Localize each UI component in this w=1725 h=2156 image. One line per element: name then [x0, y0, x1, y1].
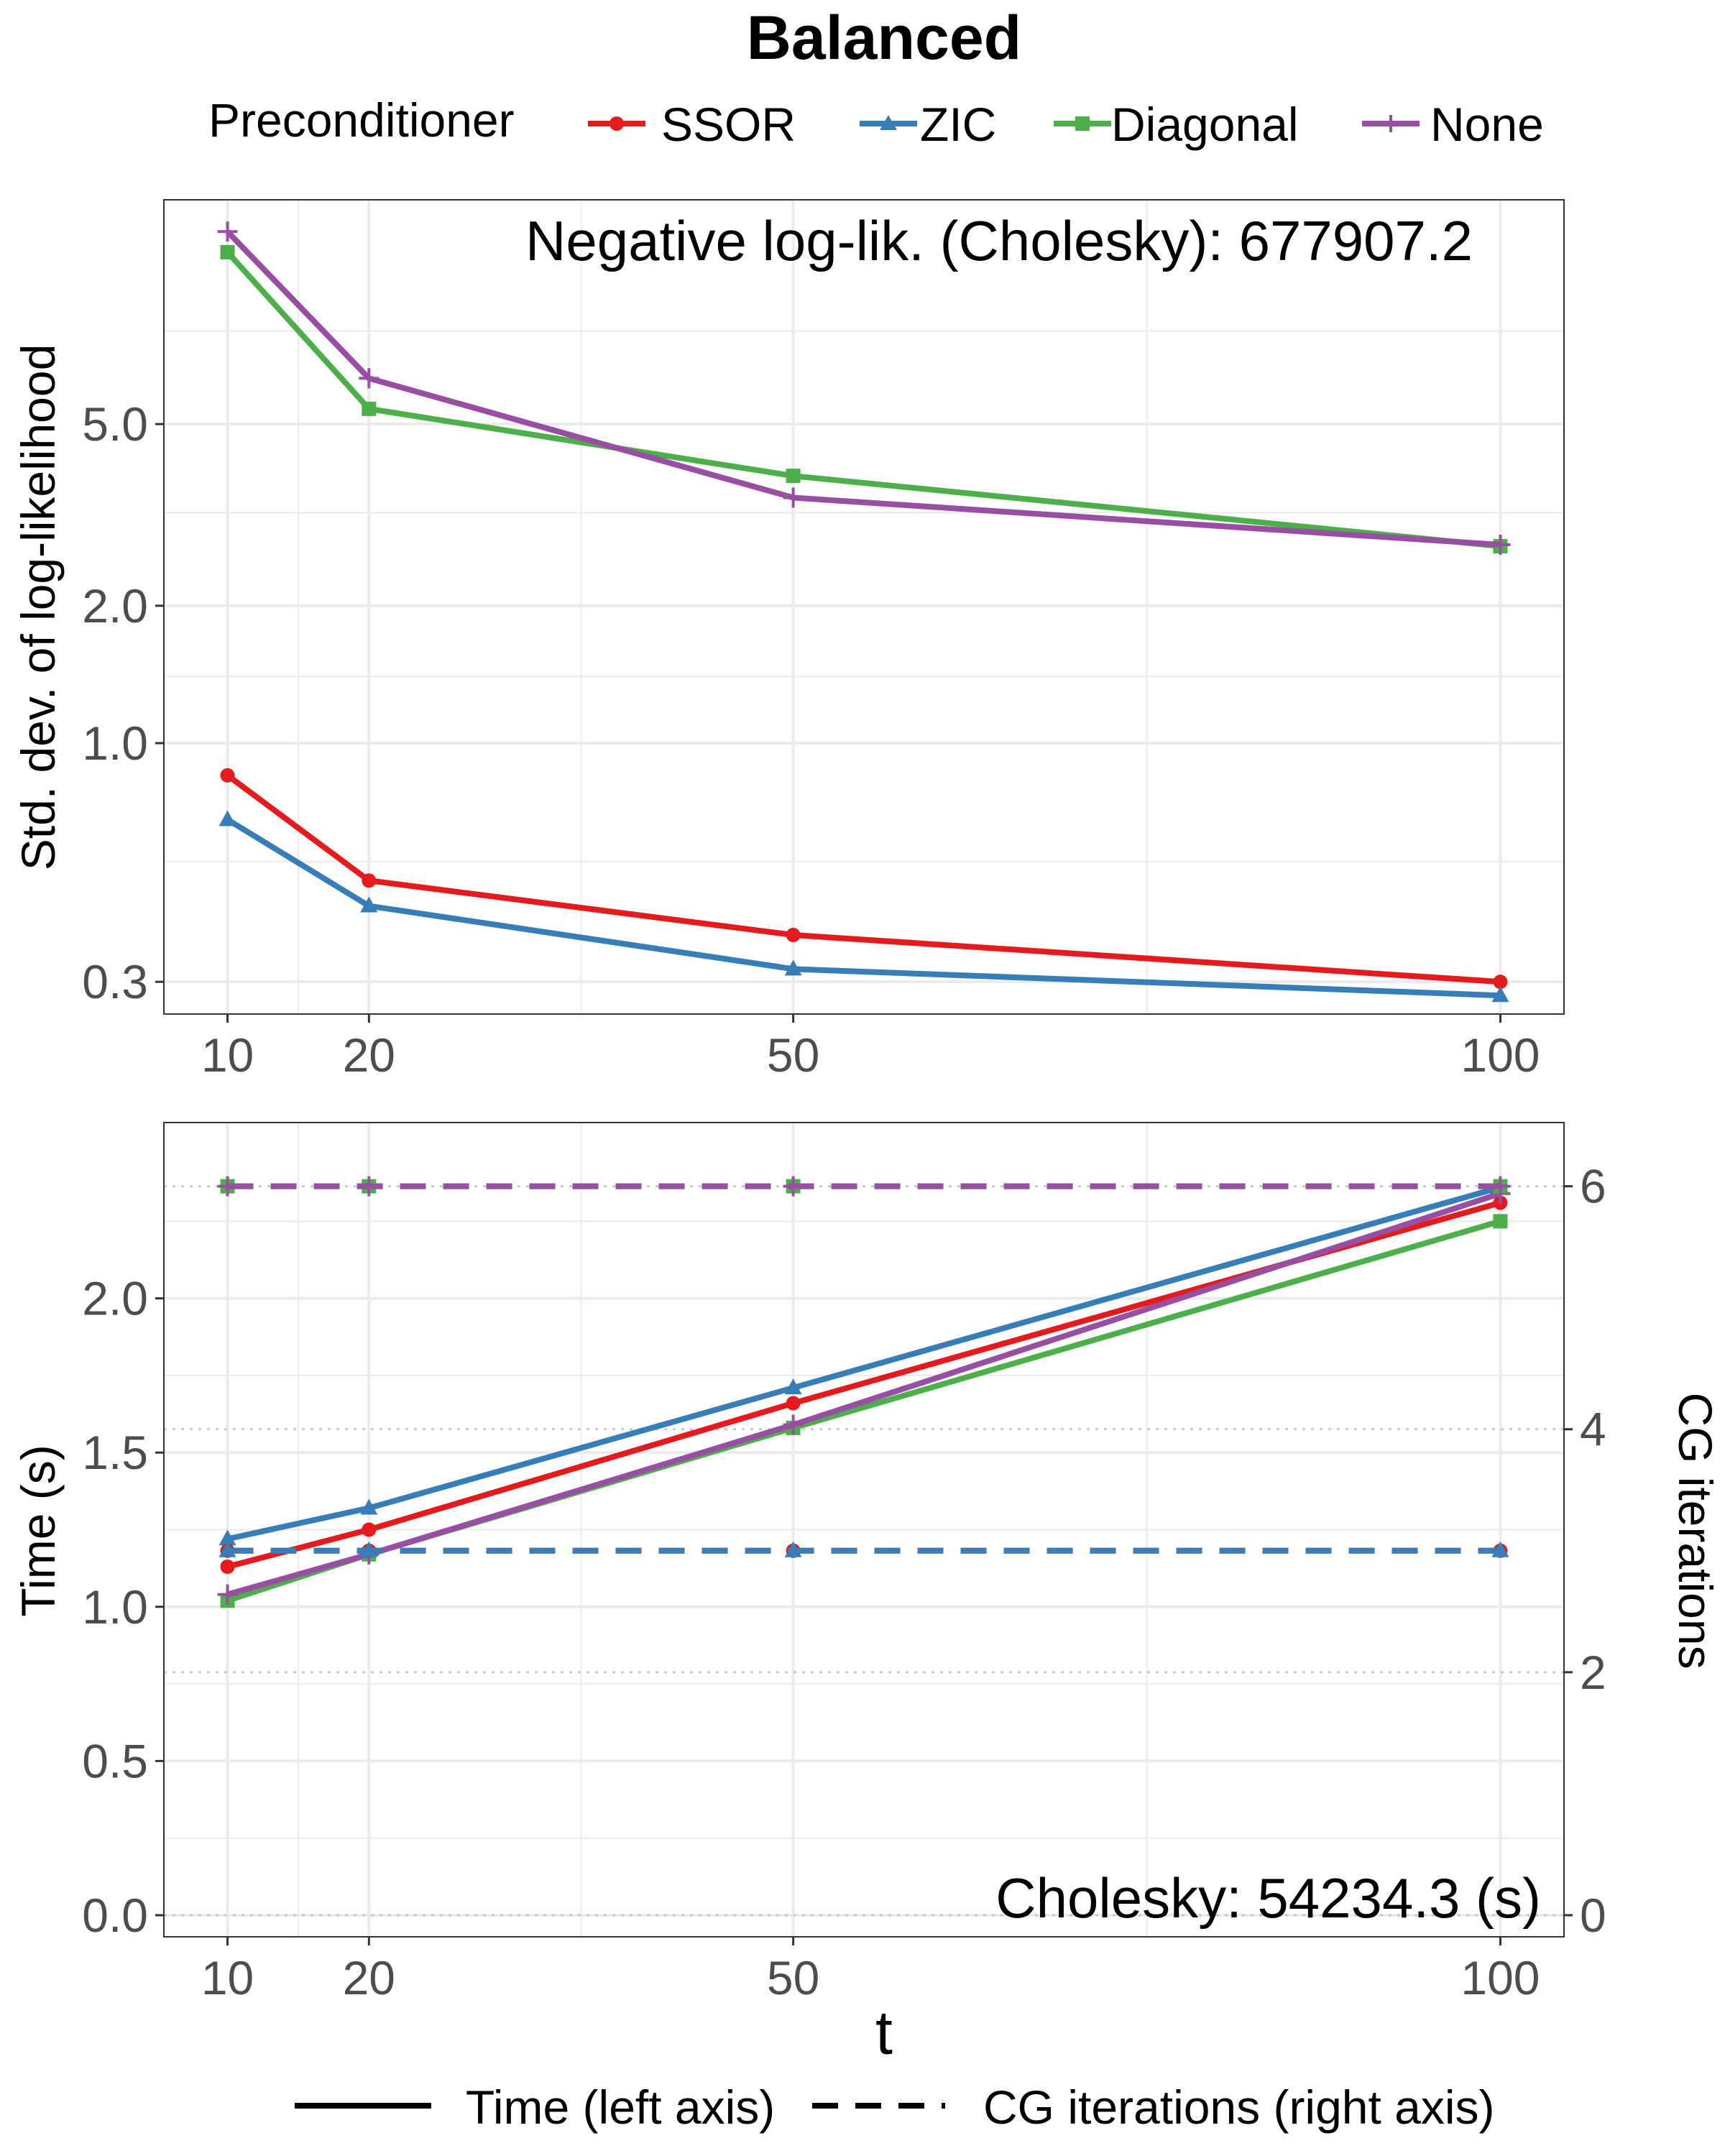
y-tick-label: 1.5 — [82, 1426, 148, 1479]
top-series-point-zic — [784, 959, 802, 976]
bottom-panel-y2-axis: 0 2 4 6 — [1564, 1160, 1606, 1942]
linetype-label-cg: CG iterations (right axis) — [983, 2081, 1495, 2134]
y-tick-label: 5.0 — [82, 397, 148, 451]
linetype-legend: Time (left axis) CG iterations (right ax… — [295, 2081, 1495, 2134]
x-tick-label: 10 — [201, 1028, 254, 1082]
bottom-panel-grid — [164, 1123, 1564, 1937]
top-series-point-zic — [1491, 986, 1509, 1003]
top-series-point-zic — [360, 896, 378, 913]
time-series-point-none — [217, 1584, 238, 1605]
top-series-line-none — [225, 229, 1501, 548]
top-series-point-diagonal — [786, 469, 801, 484]
top-series-point-zic — [218, 810, 236, 826]
legend-item-none: None — [1362, 98, 1544, 151]
linetype-legend-time: Time (left axis) — [295, 2081, 775, 2134]
top-panel-border — [163, 199, 1565, 1015]
time-series-point-ssor — [362, 1522, 377, 1537]
top-panel-annotation: Negative log-lik. (Cholesky): 677907.2 — [525, 209, 1473, 272]
cg-series-point-none — [359, 1176, 380, 1197]
bottom-panel-series — [217, 1176, 1511, 1608]
legend-title: Preconditioner — [208, 93, 515, 147]
legend-item-ssor: SSOR — [588, 98, 796, 151]
time-series-line-zic — [226, 1184, 1501, 1542]
top-series-line-zic — [226, 817, 1501, 999]
bottom-panel-x-axis: 10 20 50 100 — [201, 1937, 1540, 2004]
time-series-point-zic — [218, 1529, 236, 1546]
top-series-point-none — [1490, 535, 1511, 556]
cg-series-point-zic — [360, 1541, 378, 1557]
top-series-point-ssor — [220, 768, 235, 783]
legend: Preconditioner SSOR ZIC Diagonal None — [208, 93, 1544, 151]
time-series-point-zic — [360, 1498, 378, 1515]
y2-tick-label: 0 — [1580, 1889, 1606, 1942]
y2-tick-label: 2 — [1580, 1646, 1606, 1699]
y2-tick-label: 4 — [1580, 1403, 1606, 1456]
legend-label-none: None — [1430, 98, 1544, 151]
time-series-line-none — [226, 1190, 1501, 1598]
legend-label-zic: ZIC — [920, 98, 996, 151]
bottom-panel-y-axis-label: Time (s) — [12, 1445, 65, 1617]
x-tick-label: 100 — [1460, 1028, 1540, 1082]
top-series-point-none — [217, 221, 238, 242]
bottom-panel: Cholesky: 54234.3 (s) 0.0 0.5 1.0 1.5 2.0 0 2… — [12, 1122, 1722, 2004]
top-series-point-diagonal — [362, 401, 377, 416]
top-series-line-diagonal — [225, 250, 1501, 550]
top-series-point-none — [783, 487, 804, 508]
top-series-line-ssor — [226, 773, 1501, 985]
x-tick-label: 20 — [343, 1951, 395, 2004]
time-series-point-ssor — [786, 1396, 801, 1411]
top-panel-x-axis: 10 20 50 100 — [201, 1014, 1540, 1082]
x-tick-label: 50 — [767, 1951, 819, 2004]
y-tick-label: 0.3 — [82, 955, 148, 1008]
cg-series-point-none — [783, 1176, 804, 1197]
bottom-panel-border — [163, 1122, 1565, 1938]
top-panel-series — [217, 221, 1511, 1003]
y-tick-label: 1.0 — [82, 717, 148, 770]
time-series-line-ssor — [226, 1199, 1501, 1570]
x-tick-label: 10 — [201, 1951, 254, 2004]
x-tick-label: 50 — [767, 1028, 819, 1082]
cg-series-point-zic — [218, 1541, 236, 1557]
y-tick-label: 0.0 — [82, 1889, 148, 1942]
y-tick-label: 2.0 — [82, 1272, 148, 1325]
y2-tick-label: 6 — [1580, 1160, 1606, 1213]
y-tick-label: 1.0 — [82, 1580, 148, 1634]
y-tick-label: 2.0 — [82, 579, 148, 632]
cg-series-point-zic — [1491, 1541, 1509, 1557]
linetype-legend-cg: CG iterations (right axis) — [812, 2081, 1495, 2134]
legend-item-diagonal: Diagonal — [1054, 98, 1299, 151]
top-panel-y-axis: 0.3 1.0 2.0 5.0 — [82, 397, 164, 1008]
bottom-panel-y2-axis-label: CG iterations — [1669, 1392, 1722, 1669]
x-tick-label: 100 — [1460, 1951, 1540, 2004]
top-series-point-none — [359, 368, 380, 389]
x-tick-label: 20 — [343, 1028, 395, 1082]
top-panel: Negative log-lik. (Cholesky): 677907.2 0… — [12, 199, 1565, 1082]
time-series-point-ssor — [220, 1560, 235, 1574]
bottom-panel-y-axis: 0.0 0.5 1.0 1.5 2.0 — [82, 1272, 164, 1942]
cg-series-point-none — [1490, 1176, 1511, 1197]
legend-item-zic: ZIC — [860, 98, 996, 151]
time-series-point-zic — [784, 1378, 802, 1395]
linetype-label-time: Time (left axis) — [466, 2081, 775, 2134]
y-tick-label: 0.5 — [82, 1734, 148, 1787]
top-series-point-ssor — [1493, 975, 1508, 990]
legend-label-diagonal: Diagonal — [1111, 98, 1299, 151]
time-series-point-diagonal — [1493, 1214, 1508, 1229]
legend-label-ssor: SSOR — [661, 98, 796, 151]
time-series-point-none — [783, 1414, 804, 1435]
x-axis-label: t — [875, 1999, 893, 2068]
top-series-point-diagonal — [220, 244, 235, 259]
chart-title: Balanced — [747, 4, 1021, 73]
bottom-panel-annotation: Cholesky: 54234.3 (s) — [995, 1866, 1541, 1930]
cg-series-point-zic — [784, 1541, 802, 1557]
top-panel-grid — [164, 200, 1564, 1014]
cg-series-point-none — [217, 1176, 238, 1197]
top-series-point-ssor — [362, 873, 377, 888]
top-series-point-ssor — [786, 927, 801, 942]
top-panel-y-axis-label: Std. dev. of log-likelihood — [12, 344, 65, 871]
